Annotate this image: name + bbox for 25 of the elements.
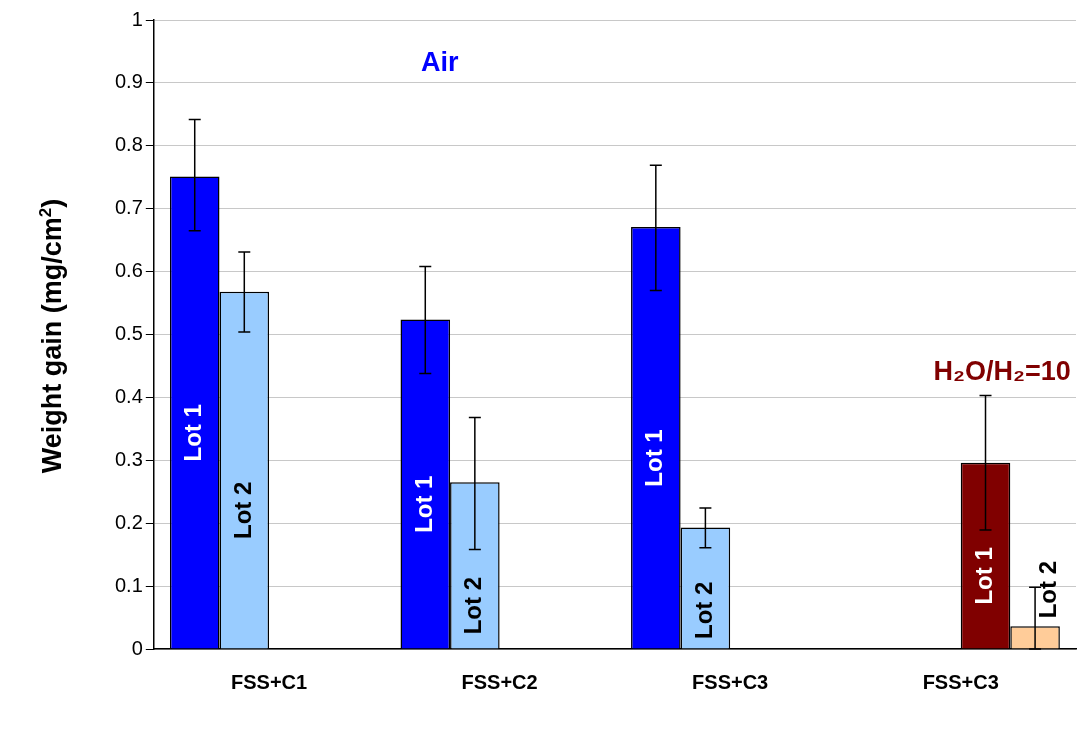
x-tick-label: FSS+C2 [461, 670, 538, 693]
series-label: Lot 1 [970, 547, 998, 605]
y-tick-label: 0.8 [114, 133, 143, 156]
y-tick-label: 0.7 [114, 196, 143, 219]
y-tick-label: 0.4 [114, 384, 143, 407]
text: Lot 1 [179, 404, 207, 462]
x-tick-label: FSS+C3 [692, 670, 769, 693]
y-tick-label: 0.3 [114, 447, 143, 470]
text: Lot 1 [640, 429, 668, 487]
annotation: H₂O/H₂=10 [933, 355, 1071, 386]
text: Lot 2 [459, 576, 487, 635]
x-tick-label: FSS+C3 [922, 670, 999, 693]
text: Lot 2 [1033, 561, 1061, 619]
y-tick-label: 0.2 [114, 510, 143, 533]
y-tick-label: 1 [131, 7, 143, 30]
y-tick-label: 0.9 [114, 70, 143, 93]
text: Lot 2 [228, 481, 256, 540]
annotation: Air [420, 47, 459, 78]
y-tick-label: 0.5 [114, 322, 143, 345]
y-tick-label: 0.1 [114, 573, 143, 596]
series-label: Lot 1 [409, 475, 437, 533]
y-tick-label: 0 [131, 636, 143, 659]
x-tick-label: FSS+C1 [231, 670, 308, 693]
series-label: Lot 2 [690, 581, 718, 639]
y-tick-label: 0.6 [114, 259, 143, 282]
